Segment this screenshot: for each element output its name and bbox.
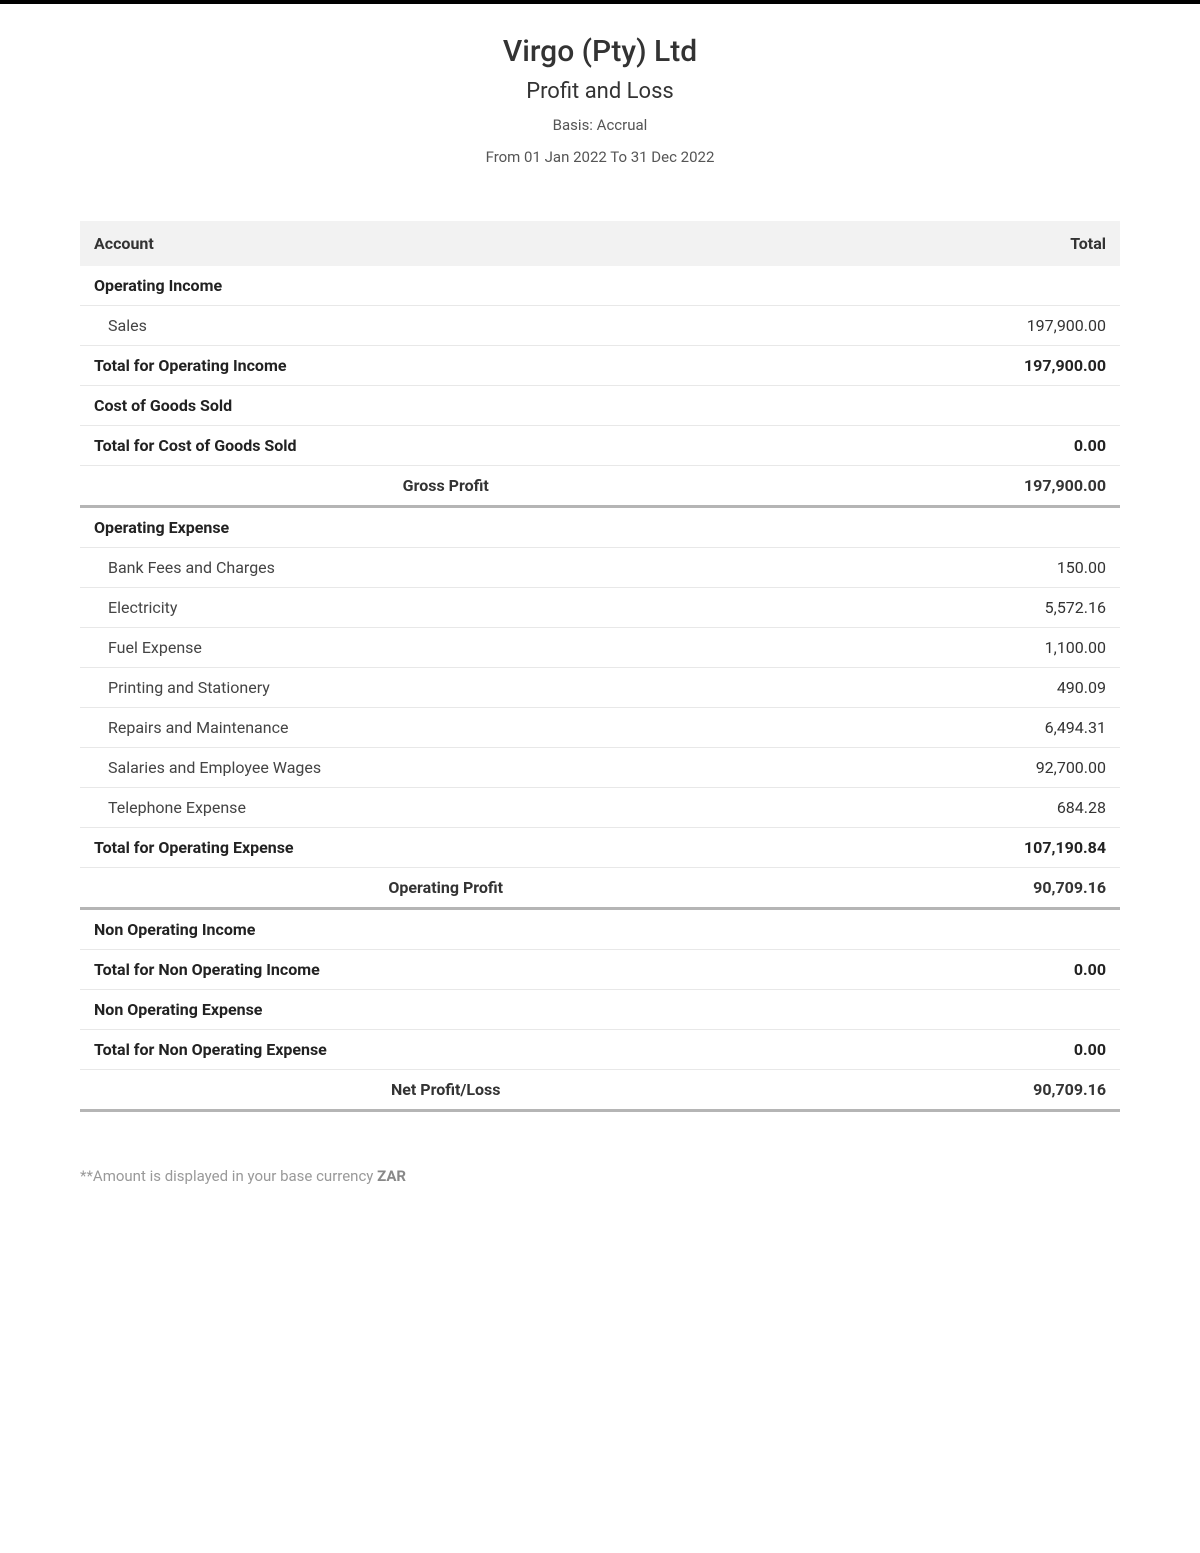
subtotal-label: Operating Profit (80, 868, 811, 909)
section-non-operating-income: Non Operating Income (80, 909, 1120, 950)
total-label: Total for Cost of Goods Sold (80, 426, 811, 466)
total-non-operating-expense: Total for Non Operating Expense 0.00 (80, 1030, 1120, 1070)
total-amount: 107,190.84 (811, 828, 1120, 868)
line-amount: 1,100.00 (811, 628, 1120, 668)
total-operating-expense: Total for Operating Expense 107,190.84 (80, 828, 1120, 868)
line-item-electricity: Electricity 5,572.16 (80, 588, 1120, 628)
section-cogs: Cost of Goods Sold (80, 386, 1120, 426)
total-cogs: Total for Cost of Goods Sold 0.00 (80, 426, 1120, 466)
total-amount: 0.00 (811, 426, 1120, 466)
line-label: Printing and Stationery (80, 668, 811, 708)
section-label: Operating Expense (80, 507, 811, 548)
total-non-operating-income: Total for Non Operating Income 0.00 (80, 950, 1120, 990)
line-item-telephone: Telephone Expense 684.28 (80, 788, 1120, 828)
gross-profit-row: Gross Profit 197,900.00 (80, 466, 1120, 507)
line-item-bank-fees: Bank Fees and Charges 150.00 (80, 548, 1120, 588)
line-item-fuel: Fuel Expense 1,100.00 (80, 628, 1120, 668)
total-operating-income: Total for Operating Income 197,900.00 (80, 346, 1120, 386)
total-amount: 197,900.00 (811, 346, 1120, 386)
subtotal-label: Gross Profit (80, 466, 811, 507)
line-amount: 684.28 (811, 788, 1120, 828)
report-page: Virgo (Pty) Ltd Profit and Loss Basis: A… (0, 0, 1200, 1553)
total-amount: 0.00 (811, 950, 1120, 990)
subtotal-label: Net Profit/Loss (80, 1070, 811, 1111)
subtotal-amount: 197,900.00 (811, 466, 1120, 507)
line-amount: 490.09 (811, 668, 1120, 708)
line-amount: 197,900.00 (811, 306, 1120, 346)
line-label: Bank Fees and Charges (80, 548, 811, 588)
line-amount: 5,572.16 (811, 588, 1120, 628)
line-label: Repairs and Maintenance (80, 708, 811, 748)
line-amount: 92,700.00 (811, 748, 1120, 788)
line-item-repairs: Repairs and Maintenance 6,494.31 (80, 708, 1120, 748)
line-label: Sales (80, 306, 811, 346)
line-label: Telephone Expense (80, 788, 811, 828)
profit-loss-table: Account Total Operating Income Sales 197… (80, 221, 1120, 1112)
section-operating-expense: Operating Expense (80, 507, 1120, 548)
section-label: Operating Income (80, 266, 811, 306)
subtotal-amount: 90,709.16 (811, 1070, 1120, 1111)
line-amount: 6,494.31 (811, 708, 1120, 748)
section-operating-income: Operating Income (80, 266, 1120, 306)
total-label: Total for Non Operating Income (80, 950, 811, 990)
total-label: Total for Non Operating Expense (80, 1030, 811, 1070)
operating-profit-row: Operating Profit 90,709.16 (80, 868, 1120, 909)
section-non-operating-expense: Non Operating Expense (80, 990, 1120, 1030)
line-item-sales: Sales 197,900.00 (80, 306, 1120, 346)
column-account: Account (80, 221, 811, 266)
total-label: Total for Operating Expense (80, 828, 811, 868)
line-item-salaries: Salaries and Employee Wages 92,700.00 (80, 748, 1120, 788)
section-label: Non Operating Income (80, 909, 811, 950)
line-label: Fuel Expense (80, 628, 811, 668)
net-profit-row: Net Profit/Loss 90,709.16 (80, 1070, 1120, 1111)
total-amount: 0.00 (811, 1030, 1120, 1070)
line-label: Electricity (80, 588, 811, 628)
subtotal-amount: 90,709.16 (811, 868, 1120, 909)
table-header-row: Account Total (80, 221, 1120, 266)
line-label: Salaries and Employee Wages (80, 748, 811, 788)
total-label: Total for Operating Income (80, 346, 811, 386)
footer-note: **Amount is displayed in your base curre… (80, 1167, 1120, 1185)
column-total: Total (811, 221, 1120, 266)
report-title: Profit and Loss (80, 79, 1120, 104)
report-header: Virgo (Pty) Ltd Profit and Loss Basis: A… (80, 34, 1120, 166)
line-item-printing: Printing and Stationery 490.09 (80, 668, 1120, 708)
section-label: Cost of Goods Sold (80, 386, 811, 426)
date-range: From 01 Jan 2022 To 31 Dec 2022 (80, 148, 1120, 166)
line-amount: 150.00 (811, 548, 1120, 588)
footer-currency: ZAR (377, 1167, 406, 1185)
section-label: Non Operating Expense (80, 990, 811, 1030)
footer-note-text: **Amount is displayed in your base curre… (80, 1167, 377, 1185)
company-name: Virgo (Pty) Ltd (80, 34, 1120, 69)
basis-label: Basis: Accrual (80, 116, 1120, 134)
